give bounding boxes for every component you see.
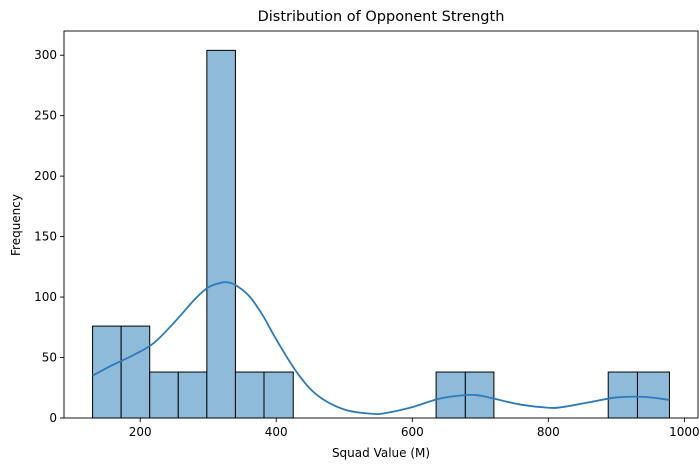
- y-tick-label: 200: [34, 169, 57, 183]
- histogram-bar: [234, 371, 265, 419]
- histogram-bar: [636, 371, 670, 419]
- y-tick-label: 250: [34, 109, 57, 123]
- x-tick-label: 200: [129, 425, 152, 439]
- y-axis-ticks: 0 50 100 150 200 250 300: [34, 48, 64, 425]
- histogram-bar: [206, 49, 236, 419]
- x-tick-label: 1000: [669, 425, 699, 439]
- y-tick-label: 100: [34, 290, 57, 304]
- x-axis-ticks: 200 400 600 800 1000: [129, 418, 699, 439]
- x-tick-label: 800: [537, 425, 560, 439]
- histogram-bar: [607, 371, 638, 419]
- histogram-bar: [120, 325, 151, 419]
- y-tick-label: 50: [42, 351, 57, 365]
- axes-frame: [63, 30, 699, 419]
- y-tick-label: 300: [34, 48, 57, 62]
- histogram-bar: [92, 325, 122, 419]
- chart-title: Distribution of Opponent Strength: [258, 9, 505, 25]
- x-tick-label: 400: [265, 425, 288, 439]
- x-tick-label: 600: [401, 425, 424, 439]
- x-axis-label: Squad Value (M): [332, 446, 430, 460]
- histogram-bar: [177, 371, 208, 419]
- histogram-bar: [149, 371, 179, 419]
- y-tick-label: 150: [34, 230, 57, 244]
- histogram-bar: [263, 371, 294, 419]
- y-axis-label: Frequency: [9, 194, 23, 256]
- y-tick-label: 0: [49, 411, 57, 425]
- kde-curve: [92, 281, 670, 416]
- histogram-bars: [92, 49, 670, 419]
